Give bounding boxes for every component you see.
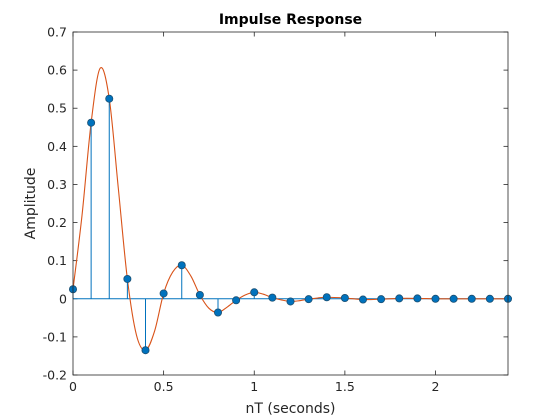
y-tick-label: 0 (59, 291, 67, 306)
stem-marker (141, 346, 150, 355)
x-tick-label: 1.5 (335, 379, 355, 394)
stem-marker (467, 294, 476, 303)
stem-marker (159, 289, 168, 298)
stem-marker (304, 295, 313, 304)
stem-marker (87, 118, 96, 127)
x-tick-label: 0 (69, 379, 77, 394)
stem-marker (340, 294, 349, 303)
plot-area (73, 32, 508, 375)
interpolated-response-curve (72, 66, 508, 351)
chart-title: Impulse Response (219, 12, 362, 28)
axes-box (72, 31, 509, 376)
x-tick-label: 1 (250, 379, 258, 394)
y-tick-label: 0.5 (47, 101, 67, 116)
stem-marker (250, 288, 259, 297)
stem-markers (69, 94, 512, 355)
stem-marker (395, 294, 404, 303)
y-tick-label: -0.1 (43, 329, 67, 344)
x-axis-label: nT (seconds) (245, 401, 335, 417)
y-tick-label: 0.1 (47, 253, 67, 268)
y-tick-label: 0.2 (47, 215, 67, 230)
stem-marker (105, 94, 114, 103)
stem-marker (286, 297, 295, 306)
stem-marker (322, 293, 331, 302)
stem-marker (485, 294, 494, 303)
x-tick-label: 0.5 (154, 379, 174, 394)
y-tick-label: 0.6 (47, 63, 67, 78)
y-tick-label: 0.4 (47, 139, 67, 154)
stem-marker (213, 308, 222, 317)
stem-marker (232, 296, 241, 305)
stem-marker (449, 294, 458, 303)
stem-marker (413, 294, 422, 303)
y-tick-label: 0.7 (47, 25, 67, 40)
stem-marker (268, 293, 277, 302)
stem-marker (177, 261, 186, 270)
y-axis-label: Amplitude (23, 168, 39, 240)
stem-marker (358, 295, 367, 304)
stem-marker (123, 274, 132, 283)
stem-marker (431, 294, 440, 303)
axis-tick-labels: 0 0.5 1 1.5 2 -0.2 -0.1 0 0.1 0.2 0.3 0.4 0.5 0.6 0.7 (43, 25, 440, 395)
y-tick-label: 0.3 (47, 177, 67, 192)
stem-marker (377, 295, 386, 304)
stem-marker (195, 290, 204, 299)
x-tick-label: 2 (432, 379, 440, 394)
y-tick-label: -0.2 (43, 368, 67, 383)
